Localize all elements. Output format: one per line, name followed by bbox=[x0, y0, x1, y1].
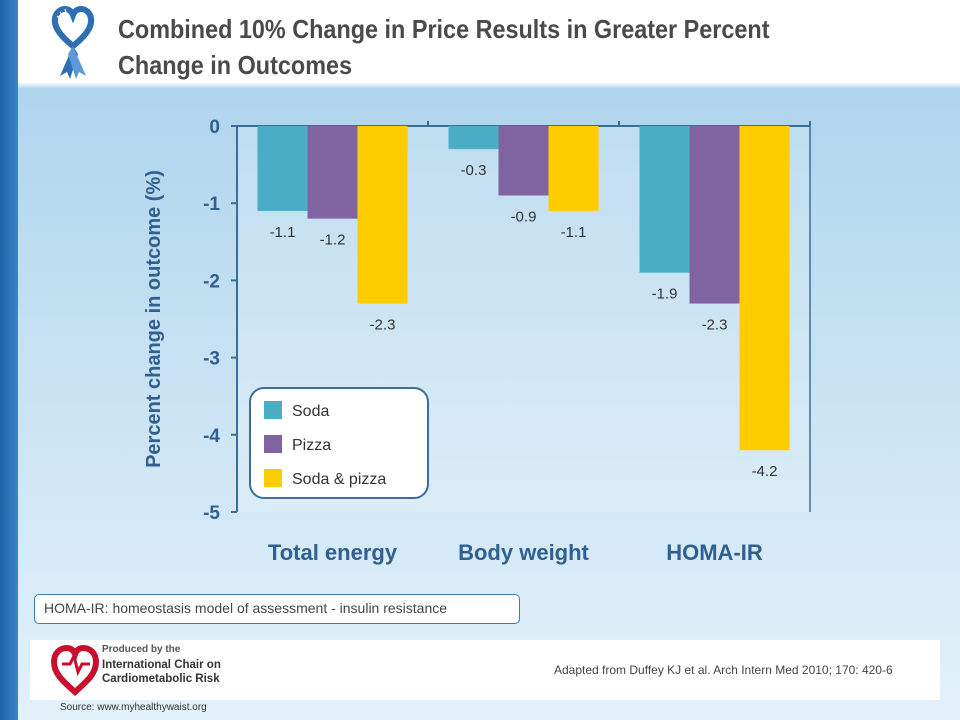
category-label: Body weight bbox=[458, 540, 589, 565]
bar bbox=[448, 126, 499, 150]
logo-line-1: Produced by the bbox=[102, 644, 181, 655]
slide-title: Combined 10% Change in Price Results in … bbox=[118, 14, 770, 80]
data-label: -0.9 bbox=[511, 208, 537, 225]
data-label: -1.1 bbox=[561, 224, 587, 241]
left-accent-bar bbox=[0, 0, 18, 720]
legend-box bbox=[249, 387, 429, 499]
y-tick-label: -5 bbox=[203, 503, 220, 524]
logo-line-3: Cardiometabolic Risk bbox=[102, 673, 220, 685]
y-tick-label: -2 bbox=[203, 271, 220, 292]
legend-label: Soda & pizza bbox=[292, 471, 386, 488]
bar bbox=[307, 126, 358, 219]
chair-logo: Produced by the International Chair on C… bbox=[50, 644, 221, 697]
y-tick-label: -1 bbox=[203, 194, 220, 215]
bar-chart: 0 -1 -2 -3 -4 -5 Percent change in outcome (%)… bbox=[143, 117, 811, 565]
legend-label: Pizza bbox=[292, 437, 331, 454]
data-label: -2.3 bbox=[370, 317, 396, 334]
data-label: -1.9 bbox=[652, 286, 678, 303]
bar bbox=[639, 126, 690, 273]
legend-swatch bbox=[264, 469, 282, 487]
y-axis-title: Percent change in outcome (%) bbox=[143, 170, 165, 468]
legend-label: Soda bbox=[292, 403, 329, 420]
data-label: -1.1 bbox=[270, 224, 296, 241]
source-url: Source: www.myhealthywaist.org bbox=[60, 702, 207, 713]
logo-line-2: International Chair on bbox=[102, 659, 221, 671]
bar bbox=[357, 126, 408, 304]
footer-panel bbox=[30, 640, 940, 700]
bar bbox=[498, 126, 549, 196]
y-tick-label: 0 bbox=[209, 117, 220, 138]
category-label: HOMA-IR bbox=[666, 540, 763, 565]
awareness-ribbon-icon bbox=[51, 6, 95, 79]
data-label: -2.3 bbox=[702, 317, 728, 334]
data-label: -0.3 bbox=[461, 162, 487, 179]
data-label: -4.2 bbox=[752, 463, 778, 480]
y-tick-label: -3 bbox=[203, 349, 220, 370]
data-label: -1.2 bbox=[320, 232, 346, 249]
category-label: Total energy bbox=[268, 540, 398, 565]
legend-swatch bbox=[264, 435, 282, 453]
slide-header bbox=[18, 0, 960, 88]
bar bbox=[257, 126, 308, 211]
y-tick-label: -4 bbox=[203, 426, 220, 447]
bar bbox=[689, 126, 740, 304]
legend-swatch bbox=[264, 401, 282, 419]
bar bbox=[548, 126, 599, 211]
citation: Adapted from Duffey KJ et al. Arch Inter… bbox=[554, 663, 893, 677]
bar bbox=[739, 126, 790, 451]
abbreviation-note: HOMA-IR: homeostasis model of assessment… bbox=[34, 594, 520, 624]
